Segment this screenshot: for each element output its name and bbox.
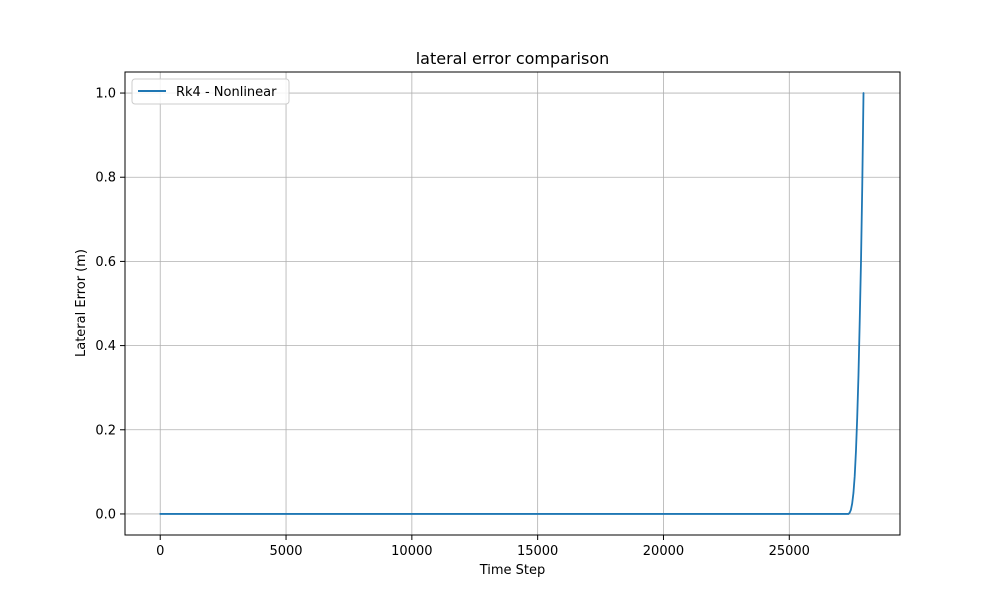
x-tick-label: 25000	[769, 544, 810, 559]
y-tick-label: 0.8	[95, 171, 116, 186]
x-tick-label: 0	[156, 544, 164, 559]
y-tick-label: 1.0	[95, 87, 116, 102]
series-line-rk4-nonlinear	[159, 92, 865, 515]
x-tick-label: 10000	[391, 544, 432, 559]
x-tick-label: 15000	[517, 544, 558, 559]
chart-title: lateral error comparison	[416, 49, 610, 68]
x-axis-label: Time Step	[479, 563, 546, 578]
y-tick-label: 0.4	[95, 339, 116, 354]
y-tick-label: 0.0	[95, 507, 116, 522]
legend-label-rk4-nonlinear: Rk4 - Nonlinear	[176, 85, 277, 100]
y-tick-label: 0.6	[95, 255, 116, 270]
x-tick-label: 20000	[643, 544, 684, 559]
plot-area-frame	[124, 71, 901, 536]
ticks-layer: 0 5000 10000 15000 20000 25000 0.0 0.2 0.4 0.6 0.8…	[95, 87, 810, 559]
legend-box	[131, 78, 290, 105]
y-axis-label: Lateral Error (m)	[74, 249, 89, 357]
x-tick-label: 5000	[269, 544, 302, 559]
legend: Rk4 - Nonlinear	[131, 78, 290, 105]
series-layer	[159, 92, 865, 515]
y-tick-label: 0.2	[95, 423, 116, 438]
